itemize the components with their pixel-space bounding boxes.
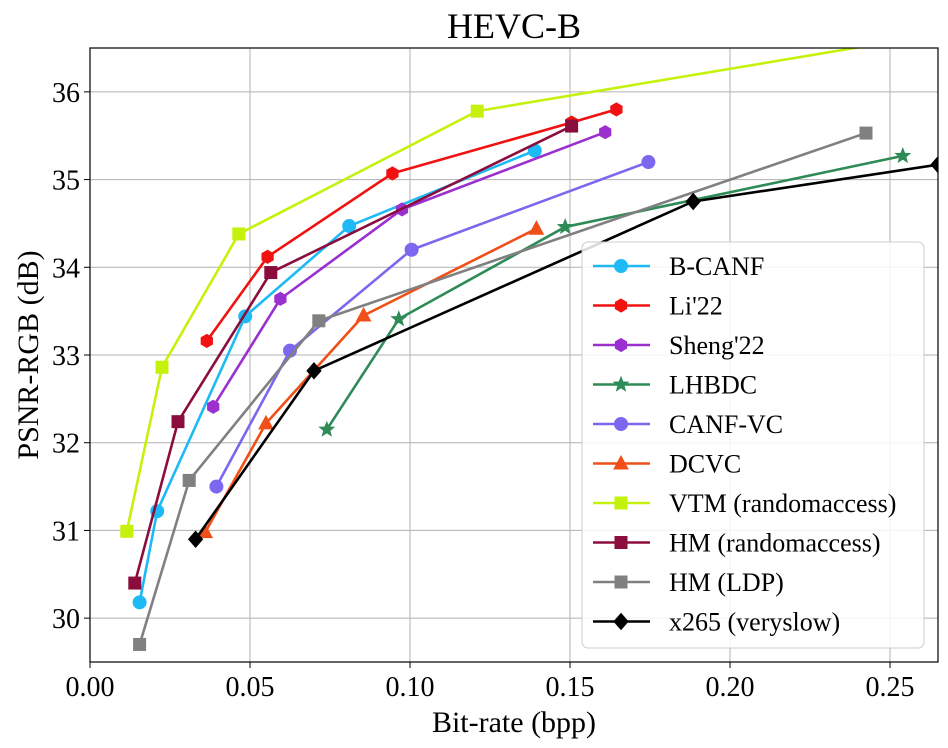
data-point-vtm-randomaccess: [155, 360, 169, 374]
legend-item-vtm-randomaccess: VTM (randomaccess): [593, 489, 896, 518]
data-point-canf-vc: [404, 242, 419, 257]
data-point-lhbdc: [894, 146, 912, 164]
legend-marker: [613, 454, 629, 470]
legend-label: HM (randomaccess): [669, 529, 881, 558]
legend-item-b-canf: B-CANF: [593, 252, 764, 281]
legend-item-x265-veryslow: x265 (veryslow): [593, 608, 840, 637]
data-point-x265-veryslow: [306, 362, 322, 380]
series-hm-randomaccess: [128, 119, 579, 590]
data-point-sheng-22: [207, 399, 220, 414]
x-tick-label: 0.10: [386, 672, 435, 703]
legend-marker: [614, 417, 628, 431]
data-point-lhbdc: [318, 420, 336, 437]
series-line-canf-vc: [215, 160, 649, 488]
data-point-hm-randomaccess: [264, 266, 278, 280]
data-point-dcvc: [258, 414, 274, 430]
legend-item-sheng-22: Sheng'22: [593, 331, 765, 360]
legend-item-dcvc: DCVC: [593, 450, 741, 479]
series-line-hm-randomaccess: [133, 124, 573, 584]
data-point-lhbdc: [390, 310, 408, 327]
legend-item-li-22: Li'22: [593, 292, 723, 321]
y-tick-label: 34: [52, 253, 80, 284]
legend-label: CANF-VC: [669, 410, 783, 439]
data-point-hm-randomaccess: [128, 576, 142, 590]
series-line-x265-veryslow: [194, 163, 938, 540]
data-point-x265-veryslow: [930, 155, 938, 174]
data-point-li-22: [386, 166, 399, 181]
data-point-li-22: [200, 333, 213, 349]
x-tick-label: 0.25: [866, 672, 915, 703]
legend-marker: [614, 575, 628, 589]
legend-label: B-CANF: [669, 252, 764, 281]
ticks: 0.00 0.05 0.10 0.15 0.20 0.25 30 31 32 33 34 35 36: [52, 78, 915, 703]
series-line-sheng-22: [212, 130, 606, 408]
data-point-dcvc: [528, 220, 545, 235]
series-x265-veryslow: [187, 155, 938, 548]
y-tick-label: 36: [52, 78, 80, 109]
series-line-lhbdc: [325, 154, 904, 431]
y-tick-label: 30: [52, 604, 80, 635]
y-axis-label: PSNR-RGB (dB): [12, 250, 45, 459]
data-point-li-22: [261, 249, 274, 264]
x-tick-label: 0.20: [706, 672, 755, 703]
data-point-hm-ldp: [133, 637, 147, 651]
legend-marker: [614, 298, 628, 313]
series-lhbdc: [318, 146, 912, 437]
data-point-dcvc: [355, 306, 372, 322]
y-tick-label: 32: [52, 429, 80, 460]
series-b-canf: [132, 143, 542, 610]
legend-label: DCVC: [669, 450, 741, 479]
legend-marker: [612, 375, 630, 392]
x-tick-label: 0.15: [546, 672, 595, 703]
data-point-lhbdc: [556, 218, 574, 235]
legend-item-lhbdc: LHBDC: [593, 371, 757, 400]
series-line-hm-ldp: [138, 131, 867, 645]
legend-marker: [614, 496, 628, 510]
chart-title: HEVC-B: [447, 6, 581, 46]
data-point-li-22: [610, 102, 623, 117]
legend-label: VTM (randomaccess): [669, 489, 896, 518]
legend-marker: [614, 337, 628, 353]
data-point-hm-randomaccess: [565, 119, 579, 133]
data-point-hm-randomaccess: [171, 415, 185, 429]
legend-label: Li'22: [669, 292, 723, 321]
data-point-x265-veryslow: [685, 192, 701, 211]
legend-label: HM (LDP): [669, 568, 784, 597]
y-tick-label: 35: [52, 166, 80, 197]
data-point-hm-ldp: [182, 473, 196, 487]
data-point-canf-vc: [641, 155, 656, 170]
data-point-b-canf: [342, 219, 357, 234]
data-point-sheng-22: [599, 125, 612, 140]
legend-marker: [613, 612, 629, 631]
data-point-x265-veryslow: [187, 530, 204, 548]
legend-marker: [614, 536, 628, 549]
legend-marker: [614, 259, 628, 273]
x-tick-label: 0.05: [226, 672, 275, 703]
data-point-hm-ldp: [859, 126, 873, 140]
legend-label: LHBDC: [669, 371, 757, 400]
legend: B-CANF Li'22 Sheng'22 LHBDC CANF-VC DCVC VTM (…: [581, 241, 925, 649]
legend-item-canf-vc: CANF-VC: [593, 410, 783, 439]
y-tick-label: 33: [52, 341, 80, 372]
legend-label: x265 (veryslow): [669, 608, 840, 637]
data-point-b-canf: [132, 595, 147, 610]
data-point-vtm-randomaccess: [470, 104, 484, 118]
series-layer: [120, 48, 938, 651]
data-point-canf-vc: [209, 479, 224, 494]
series-hm-ldp: [133, 126, 873, 651]
legend-item-hm-randomaccess: HM (randomaccess): [593, 529, 881, 558]
data-point-sheng-22: [274, 291, 287, 306]
series-canf-vc: [209, 155, 656, 494]
data-point-vtm-randomaccess: [120, 524, 134, 538]
legend-item-hm-ldp: HM (LDP): [593, 568, 784, 597]
data-point-vtm-randomaccess: [232, 227, 246, 241]
y-tick-label: 31: [52, 516, 80, 547]
data-point-hm-ldp: [312, 314, 326, 328]
legend-label: Sheng'22: [669, 331, 765, 360]
x-axis-label: Bit-rate (bpp): [432, 706, 596, 739]
series-vtm-randomaccess: [120, 48, 863, 538]
x-tick-label: 0.00: [66, 672, 115, 703]
legend-box: [581, 241, 925, 649]
